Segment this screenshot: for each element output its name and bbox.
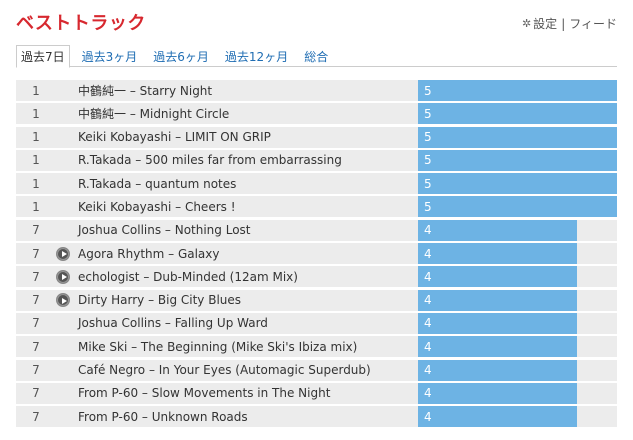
play-count-bar: 4 [418,243,577,265]
play-slot [56,269,78,284]
tab-0[interactable]: 過去7日 [16,45,70,68]
track-rank: 1 [32,106,40,121]
table-row: 1 R.Takada – 500 miles far from embarrass… [16,149,617,171]
track-title[interactable]: R.Takada – quantum notes [78,176,237,191]
track-list: 1 中鶴純一 – Starry Night 5 1 中鶴純一 – Midnight Ci… [16,80,617,429]
track-rank: 1 [32,199,40,214]
settings-link[interactable]: 設定 [533,17,558,31]
track-rank: 7 [32,386,40,401]
track-rank: 7 [32,293,40,308]
track-title[interactable]: From P-60 – Unknown Roads [78,409,248,424]
table-row: 7 Dirty Harry – Big City Blues 4 [16,289,617,311]
table-row: 7 From P-60 – Unknown Roads 4 [16,406,617,428]
play-icon[interactable] [56,246,70,261]
top-links: ✲ 設定 | フィード [522,15,617,32]
play-count-bar: 5 [418,196,617,218]
track-rank: 7 [32,363,40,378]
track-title[interactable]: From P-60 – Slow Movements in The Night [78,386,331,401]
play-count-bar: 5 [418,126,617,148]
table-row: 1 R.Takada – quantum notes 5 [16,173,617,195]
tab-1[interactable]: 過去3ヶ月 [81,50,138,64]
table-row: 7 Joshua Collins – Nothing Lost 4 [16,219,617,241]
play-slot [56,293,78,308]
feed-link[interactable]: フィード [569,17,617,31]
table-row: 7 Mike Ski – The Beginning (Mike Ski's Ib… [16,336,617,358]
table-row: 7 From P-60 – Slow Movements in The Night… [16,382,617,404]
track-title[interactable]: Joshua Collins – Nothing Lost [78,223,251,238]
track-rank: 7 [32,316,40,331]
track-rank: 1 [32,130,40,145]
track-title[interactable]: 中鶴純一 – Midnight Circle [78,107,230,122]
track-title[interactable]: Joshua Collins – Falling Up Ward [78,316,268,331]
separator: | [561,16,566,31]
play-count-bar: 5 [418,173,617,195]
track-title[interactable]: Agora Rhythm – Galaxy [78,246,220,261]
play-count-bar: 4 [418,336,577,358]
track-rank: 1 [32,83,40,98]
track-rank: 1 [32,176,40,191]
tab-2[interactable]: 過去6ヶ月 [153,50,209,64]
play-count-bar: 5 [418,103,617,125]
page-title: ベストトラック [16,13,146,34]
track-rank: 7 [32,409,40,424]
track-rank: 7 [32,339,40,354]
table-row: 7 Agora Rhythm – Galaxy 4 [16,243,617,265]
track-rank: 1 [32,153,40,168]
table-row: 1 中鶴純一 – Midnight Circle 5 [16,103,617,125]
table-row: 1 中鶴純一 – Starry Night 5 [16,80,617,101]
tab-4[interactable]: 総合 [304,50,329,64]
play-icon[interactable] [56,293,70,308]
play-count-bar: 4 [418,219,577,241]
track-title[interactable]: Dirty Harry – Big City Blues [78,293,242,308]
play-count-bar: 4 [418,406,577,428]
track-rank: 7 [32,269,40,284]
track-title[interactable]: Keiki Kobayashi – Cheers ! [78,199,236,214]
track-title[interactable]: R.Takada – 500 miles far from embarrassi… [78,153,342,168]
tab-3[interactable]: 過去12ヶ月 [224,50,289,64]
play-count-bar: 5 [418,80,617,101]
track-title[interactable]: Keiki Kobayashi – LIMIT ON GRIP [78,130,271,145]
track-title[interactable]: 中鶴純一 – Starry Night [78,84,213,98]
table-row: 7 Café Negro – In Your Eyes (Automagic Su… [16,359,617,381]
play-count-bar: 4 [418,382,577,404]
play-icon[interactable] [56,269,70,284]
play-count-bar: 4 [418,266,577,288]
play-count-bar: 5 [418,149,617,171]
track-rank: 7 [32,223,40,238]
play-count-bar: 4 [418,289,577,311]
track-title[interactable]: Café Negro – In Your Eyes (Automagic Sup… [78,363,371,378]
play-count-bar: 4 [418,359,577,381]
track-title[interactable]: echologist – Dub-Minded (12am Mix) [78,269,298,284]
table-row: 7 Joshua Collins – Falling Up Ward 4 [16,312,617,334]
track-rank: 7 [32,246,40,261]
table-row: 7 echologist – Dub-Minded (12am Mix) 4 [16,266,617,288]
table-row: 1 Keiki Kobayashi – Cheers ! 5 [16,196,617,218]
play-slot [56,246,78,261]
track-title[interactable]: Mike Ski – The Beginning (Mike Ski's Ibi… [78,339,358,354]
table-row: 1 Keiki Kobayashi – LIMIT ON GRIP 5 [16,126,617,148]
period-tabs: 過去7日 過去3ヶ月 過去6ヶ月 過去12ヶ月 総合 [16,45,617,68]
play-count-bar: 4 [418,312,577,334]
gear-icon[interactable]: ✲ [521,17,532,30]
